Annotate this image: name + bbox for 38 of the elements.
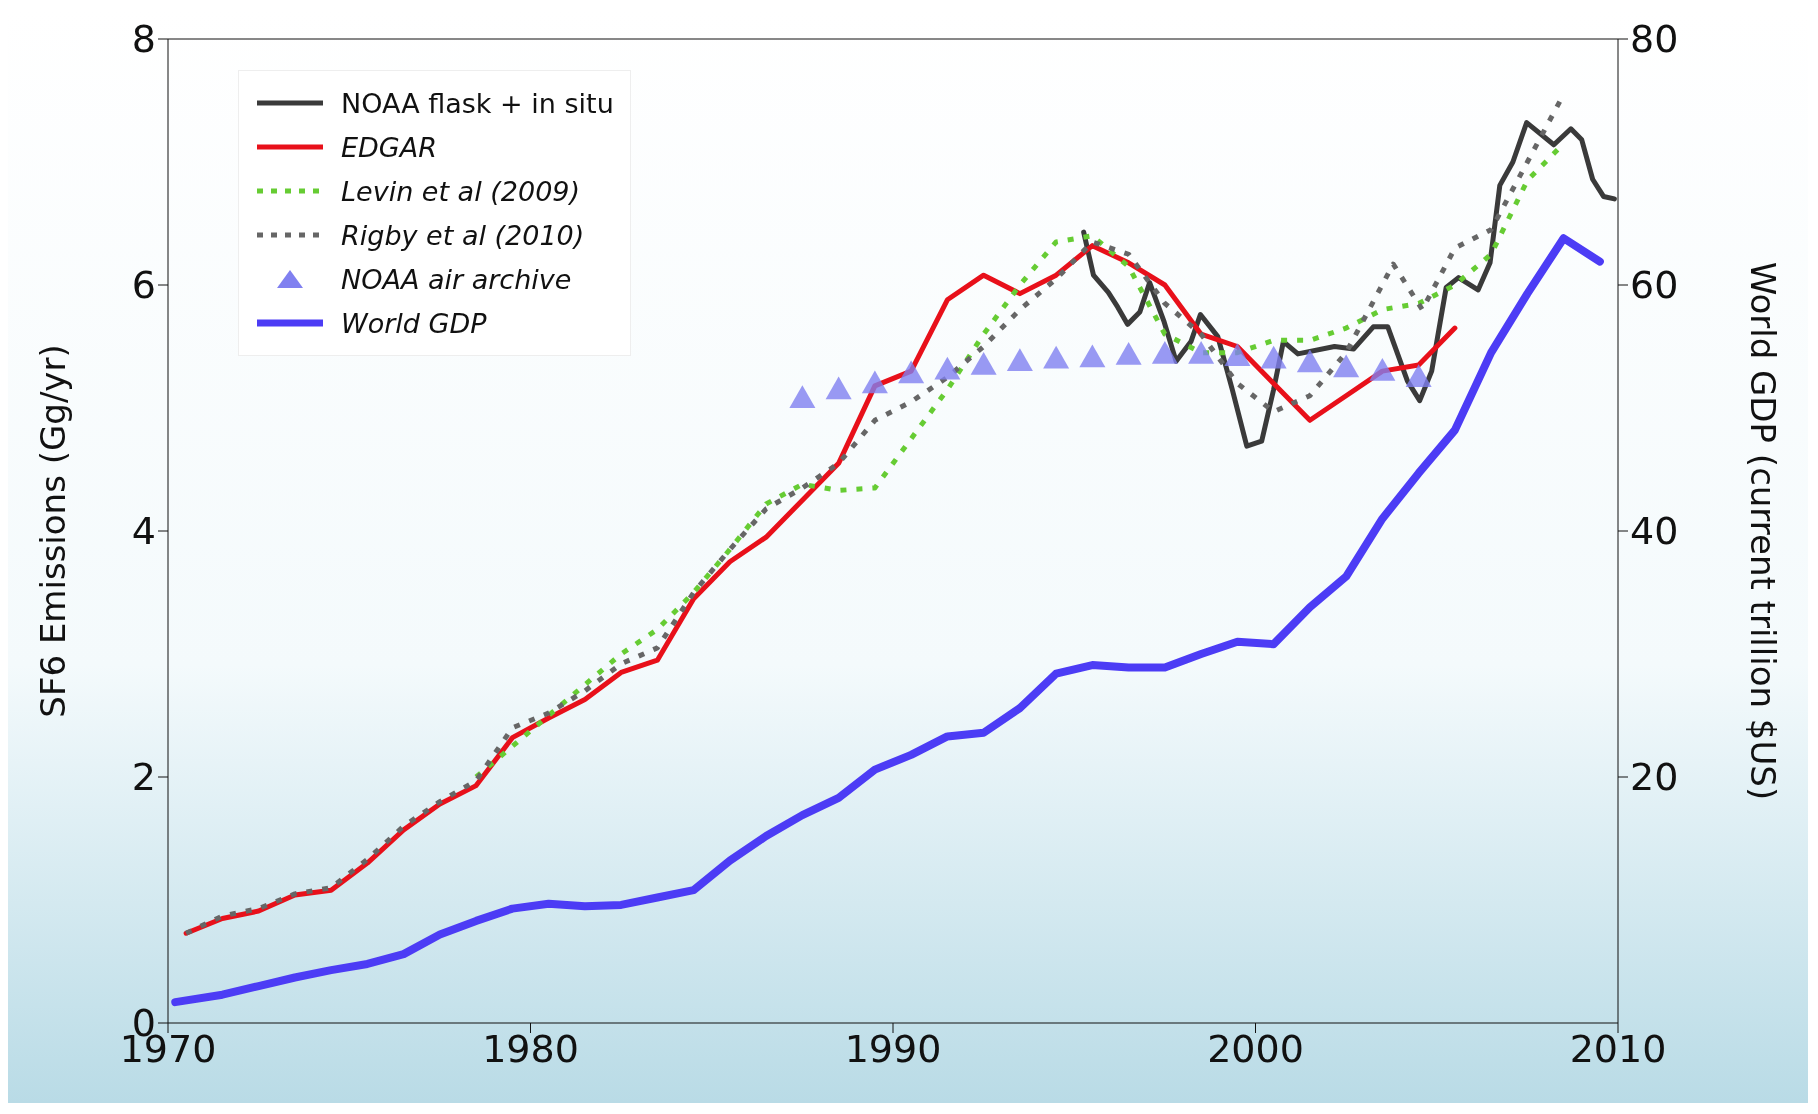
point [898, 360, 925, 384]
y2-tick-label: 40 [1630, 509, 1679, 554]
point [861, 370, 888, 394]
point [1006, 348, 1033, 372]
y-tick-label: 4 [131, 509, 156, 554]
legend-label: Levin et al (2009) [341, 175, 581, 207]
point [1405, 364, 1432, 387]
point [934, 356, 961, 380]
legend-label: World GDP [341, 307, 487, 339]
point [1224, 343, 1251, 367]
point [1079, 344, 1106, 368]
point [1333, 354, 1360, 378]
x-tick-label: 1990 [844, 1026, 942, 1071]
y2-tick-label: 80 [1630, 17, 1679, 62]
x-tick-label: 1980 [482, 1026, 579, 1071]
y2-axis-title: World GDP (current trillion $US) [1742, 261, 1783, 801]
point [825, 376, 852, 400]
legend-label: NOAA flask + in situ [341, 87, 614, 119]
y-tick-label: 8 [131, 17, 156, 62]
legend-label: EDGAR [341, 131, 438, 163]
point [1369, 358, 1396, 381]
point [1188, 340, 1215, 364]
y2-tick-label: 60 [1630, 263, 1679, 308]
y-axis-title: SF6 Emissions (Gg/yr) [33, 344, 74, 718]
point [789, 385, 816, 408]
point [1260, 345, 1287, 369]
legend-label: Rigby et al (2010) [341, 219, 585, 251]
legend-label: NOAA air archive [341, 263, 572, 295]
y-tick-label: 2 [131, 755, 156, 800]
point [1115, 342, 1142, 365]
y-tick-label: 6 [131, 263, 156, 308]
point [1043, 345, 1070, 369]
point [1151, 340, 1178, 364]
point [1296, 349, 1323, 373]
point [970, 351, 997, 375]
y2-tick-label: 20 [1630, 755, 1679, 800]
x-tick-label: 2000 [1207, 1026, 1304, 1071]
x-tick-label: 2010 [1569, 1026, 1667, 1071]
